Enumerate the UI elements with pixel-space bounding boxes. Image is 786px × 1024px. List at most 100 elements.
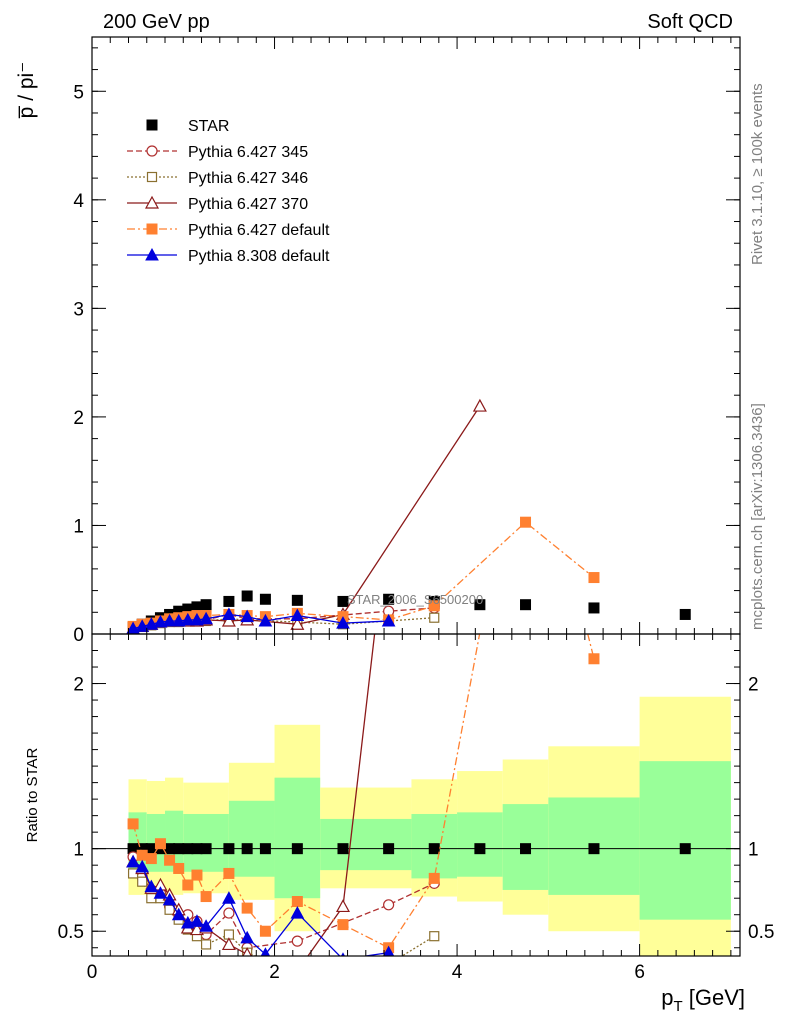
ratio-marker-0-6 xyxy=(182,843,194,855)
main-series-line-4 xyxy=(132,521,595,628)
ratio-marker-4-17 xyxy=(588,653,600,665)
x-tick-label: 2 xyxy=(269,962,280,983)
main-marker-0-14 xyxy=(383,593,395,605)
main-axes: 0 1 2 3 4 5 xyxy=(73,37,740,646)
ratio-marker-0-4 xyxy=(164,843,176,855)
ratio-marker-5-11 xyxy=(260,947,271,956)
ratio-marker-5-7 xyxy=(190,914,204,927)
legend-label-3: Pythia 6.427 370 xyxy=(188,196,308,213)
ratio-marker-1-9 xyxy=(223,907,235,919)
ratio-marker-4-13 xyxy=(337,919,349,931)
main-marker-0-11 xyxy=(259,593,271,605)
ratio-marker-0-12 xyxy=(291,843,303,855)
ratio-marker-3-7 xyxy=(189,922,204,936)
ratio-marker-2-12 xyxy=(338,980,347,989)
main-panel: 0 1 2 3 4 5 STAR_2006_S6500200 xyxy=(73,36,741,646)
legend-label-1: Pythia 6.427 345 xyxy=(188,144,308,161)
ratio-band-green-4 xyxy=(228,800,275,877)
ratio-marker-0-11 xyxy=(259,843,271,855)
main-plot-area xyxy=(126,398,691,634)
x-label-base: p xyxy=(661,985,673,1010)
ratio-marker-4-5 xyxy=(173,862,185,874)
ratio-marker-3-12 xyxy=(335,899,350,913)
legend-marker-4 xyxy=(146,223,158,235)
ratio-marker-4-3 xyxy=(154,838,166,850)
ratio-marker-5-10 xyxy=(240,930,254,944)
ratio-marker-4-6 xyxy=(182,879,194,891)
main-marker-0-19 xyxy=(679,608,691,620)
main-marker-5-6 xyxy=(180,612,195,626)
ratio-marker-2-4 xyxy=(164,904,175,915)
ratio-marker-0-8 xyxy=(200,843,212,855)
main-marker-0-17 xyxy=(520,599,532,611)
main-y-axis-label: p̅ / pi⁻ xyxy=(15,62,38,119)
ratio-marker-1-12 xyxy=(383,899,395,911)
ratio-marker-2-14 xyxy=(429,931,440,942)
legend-label-2: Pythia 6.427 346 xyxy=(188,170,308,187)
ratio-marker-5-4 xyxy=(162,892,177,906)
legend-marker-3 xyxy=(144,195,160,209)
ratio-marker-2-8 xyxy=(200,939,212,950)
watermark: STAR_2006_S6500200 xyxy=(347,592,483,607)
main-marker-5-5 xyxy=(171,613,186,627)
ratio-marker-0-18 xyxy=(588,843,600,855)
ratio-marker-4-9 xyxy=(223,867,235,879)
ratio-marker-5-14 xyxy=(382,945,395,956)
legend-label-4: Pythia 6.427 default xyxy=(188,222,330,239)
ratio-marker-0-17 xyxy=(520,843,532,855)
main-marker-5-13 xyxy=(336,616,350,629)
ratio-ytick-label-right: 1 xyxy=(748,840,759,861)
ratio-ytick-label-right: 2 xyxy=(748,675,759,696)
ratio-marker-5-9 xyxy=(222,891,236,904)
main-marker-0-13 xyxy=(337,595,349,607)
main-marker-5-9 xyxy=(222,607,236,620)
main-ytick-label: 4 xyxy=(73,191,84,212)
x-label-sub: T xyxy=(673,998,682,1015)
ratio-marker-5-12 xyxy=(290,906,305,919)
main-marker-2-14 xyxy=(429,612,440,623)
main-marker-4-17 xyxy=(588,572,600,584)
main-marker-5-14 xyxy=(381,613,396,627)
ratio-marker-4-11 xyxy=(259,925,271,937)
main-marker-5-7 xyxy=(190,612,204,626)
ratio-marker-4-2 xyxy=(145,853,157,865)
main-marker-5-12 xyxy=(290,608,305,622)
ratio-marker-5-5 xyxy=(171,907,186,921)
main-marker-0-12 xyxy=(291,594,303,606)
ratio-marker-0-13 xyxy=(337,843,349,855)
ratio-band-green-6 xyxy=(320,818,412,871)
ratio-marker-0-15 xyxy=(428,843,440,855)
ratio-marker-5-1 xyxy=(135,859,150,873)
main-marker-4-16 xyxy=(520,516,532,528)
ratio-marker-0-7 xyxy=(191,843,203,855)
main-marker-5-10 xyxy=(240,609,254,623)
ratio-marker-3-10 xyxy=(242,947,253,956)
ratio-y-axis-label: Ratio to STAR xyxy=(24,747,41,842)
ratio-marker-0-19 xyxy=(679,843,691,855)
ratio-marker-0-16 xyxy=(474,843,486,855)
main-ytick-label: 2 xyxy=(73,408,84,429)
ratio-marker-2-13 xyxy=(384,960,393,969)
header-right: Soft QCD xyxy=(647,11,733,33)
ratio-marker-5-2 xyxy=(144,879,159,893)
ratio-marker-4-7 xyxy=(191,869,203,881)
x-tick-label: 4 xyxy=(452,962,463,983)
ratio-band-green-3 xyxy=(183,813,229,872)
x-tick-label: 0 xyxy=(87,962,98,983)
ratio-frame xyxy=(91,633,741,957)
ratio-band-green-11 xyxy=(639,761,731,920)
main-marker-0-10 xyxy=(241,590,253,602)
ratio-marker-0-9 xyxy=(223,843,235,855)
main-marker-0-18 xyxy=(588,602,600,614)
legend-marker-2 xyxy=(146,171,158,183)
ratio-marker-4-10 xyxy=(241,902,253,914)
legend-label-5: Pythia 8.308 default xyxy=(188,248,330,265)
main-marker-5-8 xyxy=(199,611,213,625)
main-marker-3-13 xyxy=(472,398,487,412)
ratio-marker-0-10 xyxy=(241,843,253,855)
main-marker-5-4 xyxy=(162,613,177,627)
ratio-marker-3-9 xyxy=(221,937,236,951)
x-axis-label: pT [GeV] xyxy=(661,985,745,1015)
ratio-marker-4-16 xyxy=(521,381,531,391)
